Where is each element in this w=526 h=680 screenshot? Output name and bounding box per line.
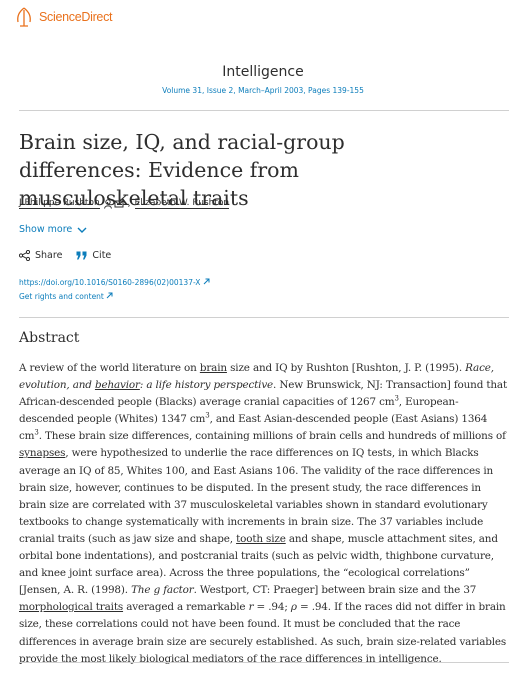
superscript: 3 [394,394,399,403]
logo-icon [17,7,31,27]
divider [19,110,509,111]
italic-text: : a life history perspective [139,379,274,392]
divider [19,662,509,663]
link[interactable]: synapses [19,447,66,460]
text: size and IQ by Rushton [Rushton, J. P. (… [226,362,466,374]
rights-text: Get rights and content [19,292,104,301]
text: A review of the world literature on [19,362,200,374]
doi-text: https://doi.org/10.1016/S0160-2896(02)00… [19,278,201,287]
share-button[interactable]: Share [19,250,62,261]
italic-text: Race, evolution, and [19,362,494,392]
show-more-text: Show more [19,224,73,235]
cite-text: Cite [92,250,112,261]
text: . New Brunswick, NJ: Transaction] found … [19,379,507,409]
doi-link[interactable]: https://doi.org/10.1016/S0160-2896(02)00… [19,278,210,287]
article-tools: Share Cite [19,250,111,261]
issue-info: Volume 31, Issue 2, March–April 2003, Pa… [0,86,526,95]
site-logo[interactable]: ScienceDirect [14,6,113,28]
text: . These brain size differences, containi… [38,430,506,443]
external-icon [106,292,113,299]
italic-text: ρ [290,601,297,614]
text: = .94. If the races did not differ in br… [19,601,507,665]
author-list: J.Philippe Rushton , Elizabeth W. Rushto… [19,198,230,209]
superscript: 3 [205,411,210,420]
journal-name[interactable]: Intelligence [222,64,304,80]
rights-link[interactable]: Get rights and content [19,292,113,301]
italic-text: r [248,601,254,614]
cite-button[interactable]: Cite [76,250,111,261]
share-text: Share [35,250,63,261]
chevron [77,227,87,233]
logo-text: ScienceDirect [39,10,113,24]
text: , European-descended people (Whites) 134… [19,396,459,426]
external-icon [203,278,210,285]
issue-link[interactable]: Volume 31, Issue 2 [162,86,234,95]
abstract-heading: Abstract [19,330,80,346]
show-more[interactable]: Show more [19,224,87,235]
text: , were hypothesized to underlie the race… [19,447,494,545]
italic-text: The g factor [131,584,194,597]
text: = .94; [253,601,291,614]
link[interactable]: tooth size [236,532,286,545]
article-title: Brain size, IQ, and racial-group differe… [19,130,345,210]
author[interactable]: J.Philippe Rushton [19,198,100,209]
link[interactable]: behavior [94,379,140,392]
text: averaged a remarkable [123,601,249,614]
share-icon [19,250,30,261]
text: and shape, muscle attachment sites, and … [19,532,498,597]
author-separator: , [127,198,131,209]
text: , and East Asian-descended people (East … [19,413,488,443]
cite-icon [76,251,87,260]
text: . Westport, CT: Praeger] between brain s… [193,584,477,597]
link[interactable]: morphological traits [19,601,124,614]
abstract-text: A review of the world literature on brai… [19,360,507,668]
issue-details: , March–April 2003, Pages 139-155 [233,86,364,95]
author[interactable]: Elizabeth W. Rushton [134,198,230,209]
link[interactable]: brain [199,362,227,374]
divider [19,317,509,318]
author-icons[interactable] [103,198,124,209]
superscript: 3 [34,428,39,437]
